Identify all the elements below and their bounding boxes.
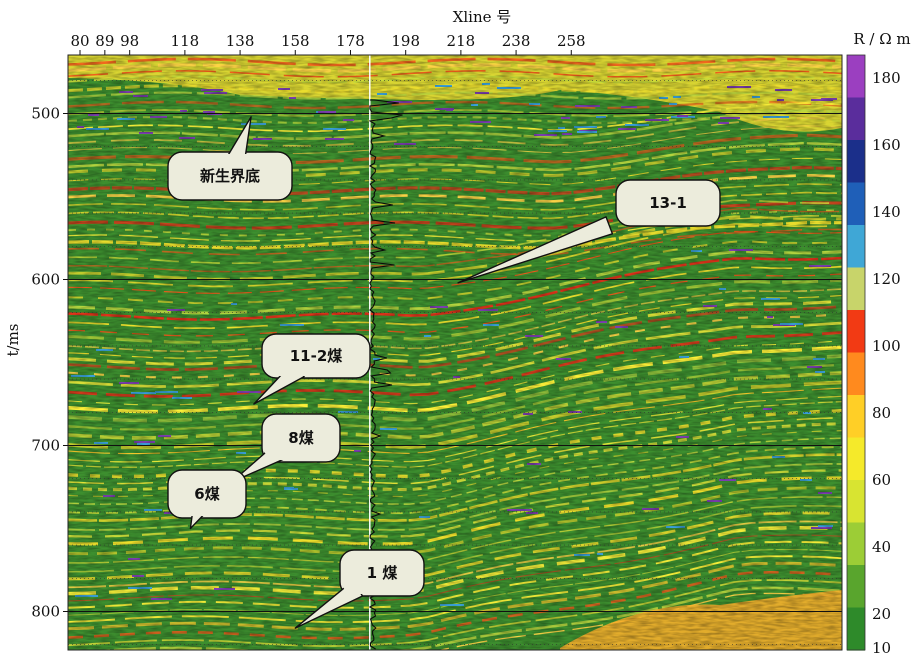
colorbar-tick-label: 10 <box>872 639 891 657</box>
y-axis: t/ms 500 600 700 800 <box>4 105 68 621</box>
callout-label: 1 煤 <box>367 564 398 582</box>
callout-label: 新生界底 <box>200 167 260 185</box>
x-tick-label: 138 <box>226 32 255 50</box>
colorbar-swatch <box>847 97 865 141</box>
colorbar-swatch <box>847 395 865 439</box>
x-tick-label: 80 <box>70 32 89 50</box>
colorbar-swatch <box>847 267 865 311</box>
colorbar-swatch <box>847 182 865 226</box>
colorbar-tick-label: 40 <box>872 538 891 556</box>
callout-pointer <box>457 216 614 284</box>
callout: 1 煤 <box>294 549 425 629</box>
colorbar-swatch <box>847 522 865 566</box>
colorbar-tick-label: 100 <box>872 337 901 355</box>
y-tick-labels: 500 600 700 800 <box>31 105 68 621</box>
colorbar-swatch <box>847 352 865 396</box>
callout: 11-2煤 <box>253 333 371 405</box>
colorbar-swatch <box>847 55 865 99</box>
callout-label: 11-2煤 <box>290 347 343 365</box>
x-tick-labels: 80 89 98 118 138 158 178 198 218 238 258 <box>70 32 586 55</box>
callout-fill <box>264 336 368 376</box>
x-axis-title: Xline 号 <box>453 8 512 26</box>
callouts: 新生界底 13-1 11-2煤 8煤 6煤 1 煤 <box>167 116 721 629</box>
plot-area <box>67 54 843 651</box>
colorbar-tick-label: 120 <box>872 270 901 288</box>
x-axis: Xline 号 80 89 98 118 138 158 178 198 218 238 258 <box>70 8 586 55</box>
colorbar: R / Ω m 10 20 40 60 80 100 120 140 160 180 <box>846 30 911 657</box>
x-tick-label: 89 <box>95 32 114 50</box>
colorbar-tick-label: 180 <box>872 69 901 87</box>
colorbar-tick-label: 140 <box>872 203 901 221</box>
callout-fill <box>170 472 244 516</box>
colorbar-tick-label: 80 <box>872 404 891 422</box>
callout-label: 13-1 <box>649 194 687 212</box>
callout-label: 6煤 <box>194 485 219 503</box>
x-tick-label: 218 <box>447 32 476 50</box>
y-tick-label: 800 <box>31 603 60 621</box>
callout-fill <box>170 154 290 198</box>
y-tick-label: 600 <box>31 271 60 289</box>
x-tick-label: 178 <box>336 32 365 50</box>
colorbar-title: R / Ω m <box>853 30 910 48</box>
x-tick-label: 98 <box>120 32 139 50</box>
colorbar-swatch <box>847 140 865 184</box>
x-tick-label: 258 <box>557 32 586 50</box>
callout: 新生界底 <box>167 116 293 201</box>
texture-overlay <box>68 55 842 650</box>
colorbar-frame <box>846 54 866 651</box>
x-tick-label: 198 <box>391 32 420 50</box>
x-tick-label: 238 <box>502 32 531 50</box>
callout-fill <box>264 416 338 460</box>
colorbar-swatch <box>847 225 865 269</box>
y-tick-label: 700 <box>31 437 60 455</box>
callout: 8煤 <box>231 413 341 483</box>
x-tick-label: 158 <box>281 32 310 50</box>
colorbar-swatch <box>847 310 865 354</box>
colorbar-tick-label: 160 <box>872 136 901 154</box>
colorbar-swatch <box>847 607 865 651</box>
callout-label: 8煤 <box>288 429 313 447</box>
y-axis-title: t/ms <box>4 323 22 356</box>
callout: 13-1 <box>457 179 721 284</box>
callout: 6煤 <box>167 469 247 530</box>
colorbar-tick-label: 20 <box>872 605 891 623</box>
callout-fill <box>342 552 422 594</box>
colorbar-swatch <box>847 480 865 524</box>
resistivity-layers <box>68 55 842 650</box>
plot-frame <box>67 54 843 651</box>
colorbar-swatch <box>847 437 865 481</box>
callout-fill <box>618 182 718 224</box>
colorbar-tick-label: 60 <box>872 471 891 489</box>
colorbar-swatch <box>847 565 865 609</box>
x-tick-label: 118 <box>171 32 200 50</box>
y-tick-label: 500 <box>31 105 60 123</box>
